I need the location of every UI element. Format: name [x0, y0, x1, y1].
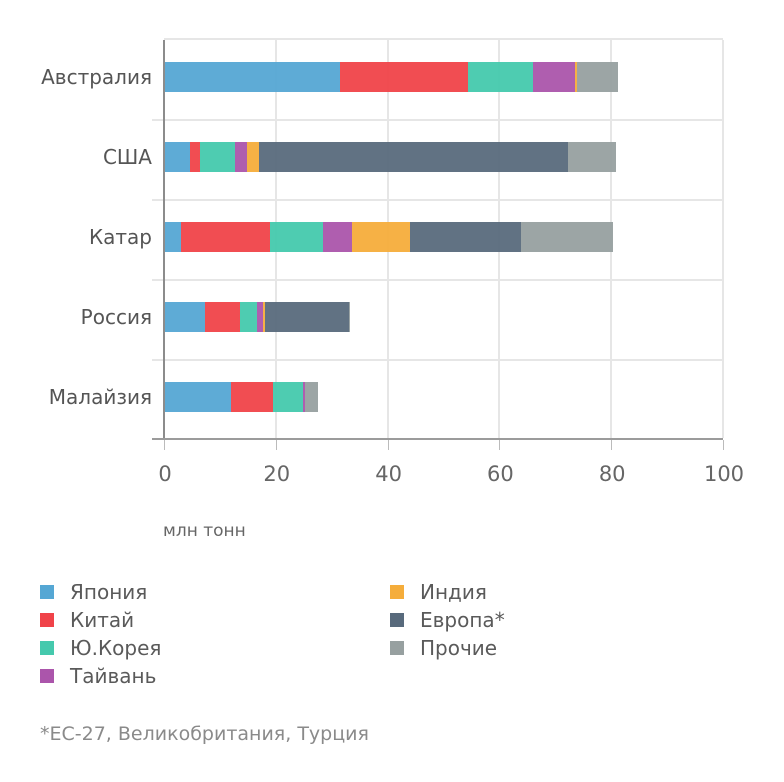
legend-swatch-icon [40, 613, 54, 627]
bar-segment [468, 62, 533, 92]
legend-label: Китай [70, 608, 135, 632]
bar-segment [164, 382, 232, 412]
x-axis-tick-label: 80 [598, 462, 626, 486]
x-axis-tick [387, 440, 389, 450]
x-axis-tick-label: 20 [263, 462, 291, 486]
bar-segment [259, 142, 569, 172]
legend-swatch-icon [40, 585, 54, 599]
legend-swatch-icon [40, 641, 54, 655]
bar-segment [340, 62, 469, 92]
x-axis-tick-label: 0 [158, 462, 172, 486]
bar-segment [231, 382, 273, 412]
x-axis-tick [164, 440, 165, 450]
category-label: Австралия [41, 65, 152, 89]
category-label: США [102, 145, 152, 169]
bar-segment [577, 62, 618, 92]
horizontal-gridline [152, 119, 723, 121]
bar-segment [199, 142, 235, 172]
x-axis-tick [723, 440, 724, 450]
bar-segment [204, 302, 240, 332]
x-axis-tick-label: 40 [375, 462, 402, 486]
bar-segment [180, 222, 271, 252]
category-label: Россия [80, 305, 152, 329]
bar-segment [409, 222, 522, 252]
bar-segment [240, 302, 257, 332]
legend-label: Прочие [420, 636, 498, 660]
legend-item-india: Индия [390, 580, 487, 604]
legend-label: Ю.Корея [70, 636, 162, 660]
footnote: *ЕС-27, Великобритания, Турция [40, 723, 369, 745]
legend-swatch-icon [390, 641, 404, 655]
category-label: Катар [88, 225, 152, 249]
bar-segment [270, 222, 324, 252]
bar-segment [303, 382, 306, 412]
bar-segment [352, 222, 410, 252]
bar-segment [262, 302, 266, 332]
bar-segment [256, 302, 263, 332]
bar-segment [323, 222, 353, 252]
bar-segment [164, 142, 190, 172]
bar-segment [574, 62, 578, 92]
bar-segment [164, 302, 205, 332]
legend-item-south-korea: Ю.Корея [40, 636, 161, 660]
legend-label: Индия [420, 580, 487, 604]
y-axis-line [163, 40, 165, 440]
vertical-gridline [722, 40, 724, 438]
top-gridline [164, 38, 723, 40]
bar-segment [246, 142, 260, 172]
x-axis-tick [499, 440, 501, 450]
legend-swatch-icon [390, 613, 404, 627]
bar-segment [532, 62, 575, 92]
legend-item-china: Китай [40, 608, 134, 632]
legend: Япония Китай Ю.Корея Тайвань Индия Европ… [40, 580, 560, 690]
horizontal-gridline [152, 279, 723, 281]
x-axis-tick [275, 440, 277, 450]
legend-label: Тайвань [70, 664, 157, 688]
horizontal-gridline [152, 199, 723, 201]
category-label: Малайзия [48, 385, 152, 409]
legend-label: Европа* [420, 608, 505, 632]
bar-segment [305, 382, 319, 412]
bar-segment [349, 302, 351, 332]
horizontal-gridline [152, 359, 723, 361]
legend-item-europe: Европа* [390, 608, 505, 632]
bar-segment [568, 142, 617, 172]
legend-item-other: Прочие [390, 636, 497, 660]
x-axis-tick [611, 440, 613, 450]
bar-segment [521, 222, 613, 252]
legend-label: Япония [70, 580, 148, 604]
legend-item-japan: Япония [40, 580, 147, 604]
bar-segment [189, 142, 200, 172]
x-axis-tick-label: 60 [487, 462, 514, 486]
bar-segment [273, 382, 304, 412]
bar-segment [234, 142, 247, 172]
bar-segment [164, 222, 181, 252]
x-axis-line [152, 438, 723, 440]
bar-segment [164, 62, 341, 92]
x-axis-unit-label: млн тонн [163, 521, 246, 541]
legend-swatch-icon [390, 585, 404, 599]
x-axis-tick-label: 100 [703, 462, 745, 486]
legend-swatch-icon [40, 669, 54, 683]
legend-item-taiwan: Тайвань [40, 664, 156, 688]
bar-segment [265, 302, 350, 332]
